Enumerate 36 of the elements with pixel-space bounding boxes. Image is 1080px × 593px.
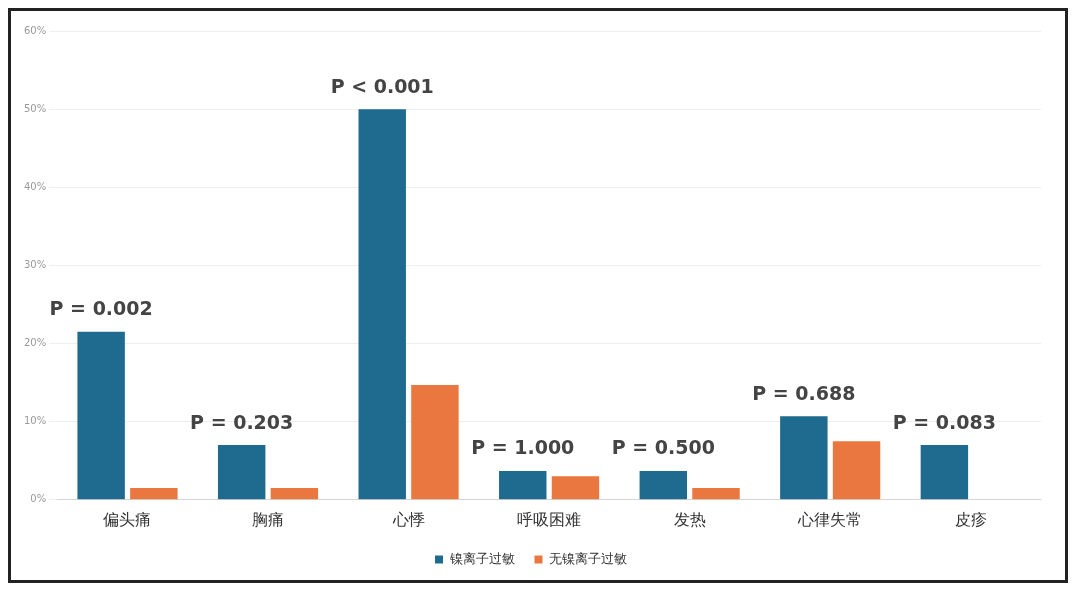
- annotation: P = 0.203: [190, 410, 294, 433]
- bar: [551, 476, 600, 500]
- y-tick-label: 60%: [23, 24, 47, 36]
- bar: [780, 416, 828, 500]
- annotation: P = 0.083: [892, 410, 996, 433]
- x-tick-label: 心律失常: [797, 509, 863, 529]
- annotation: P < 0.001: [330, 74, 434, 97]
- legend-label: 镍离子过敏: [448, 550, 515, 566]
- bar: [639, 470, 688, 500]
- y-tick-label: 10%: [23, 415, 47, 427]
- x-tick-label: 胸痛: [252, 509, 285, 529]
- annotation: P = 0.688: [752, 381, 856, 404]
- bar: [499, 470, 547, 500]
- bar: [920, 445, 969, 500]
- annotation: P = 0.500: [611, 436, 715, 459]
- annotation: P = 0.002: [49, 297, 153, 320]
- bar: [832, 441, 881, 500]
- bar: [130, 488, 178, 500]
- x-tick-label: 心悸: [391, 509, 425, 529]
- bar: [692, 488, 740, 500]
- bar: [217, 445, 266, 500]
- y-tick-label: 0%: [30, 493, 47, 505]
- x-tick-label: 发热: [673, 509, 706, 529]
- y-tick-label: 20%: [23, 337, 47, 349]
- bar: [358, 109, 406, 500]
- bar: [411, 384, 459, 500]
- x-tick-label: 偏头痛: [103, 509, 152, 529]
- y-tick-label: 30%: [23, 258, 47, 270]
- y-tick-label: 40%: [23, 180, 47, 192]
- legend-label: 无镍离子过敏: [549, 550, 627, 566]
- bar: [270, 488, 319, 500]
- y-tick-label: 50%: [23, 102, 47, 114]
- x-tick-label: 呼吸困难: [517, 509, 582, 529]
- x-tick-label: 皮疹: [954, 509, 987, 529]
- annotation: P = 1.000: [471, 436, 575, 459]
- bar: [77, 331, 125, 500]
